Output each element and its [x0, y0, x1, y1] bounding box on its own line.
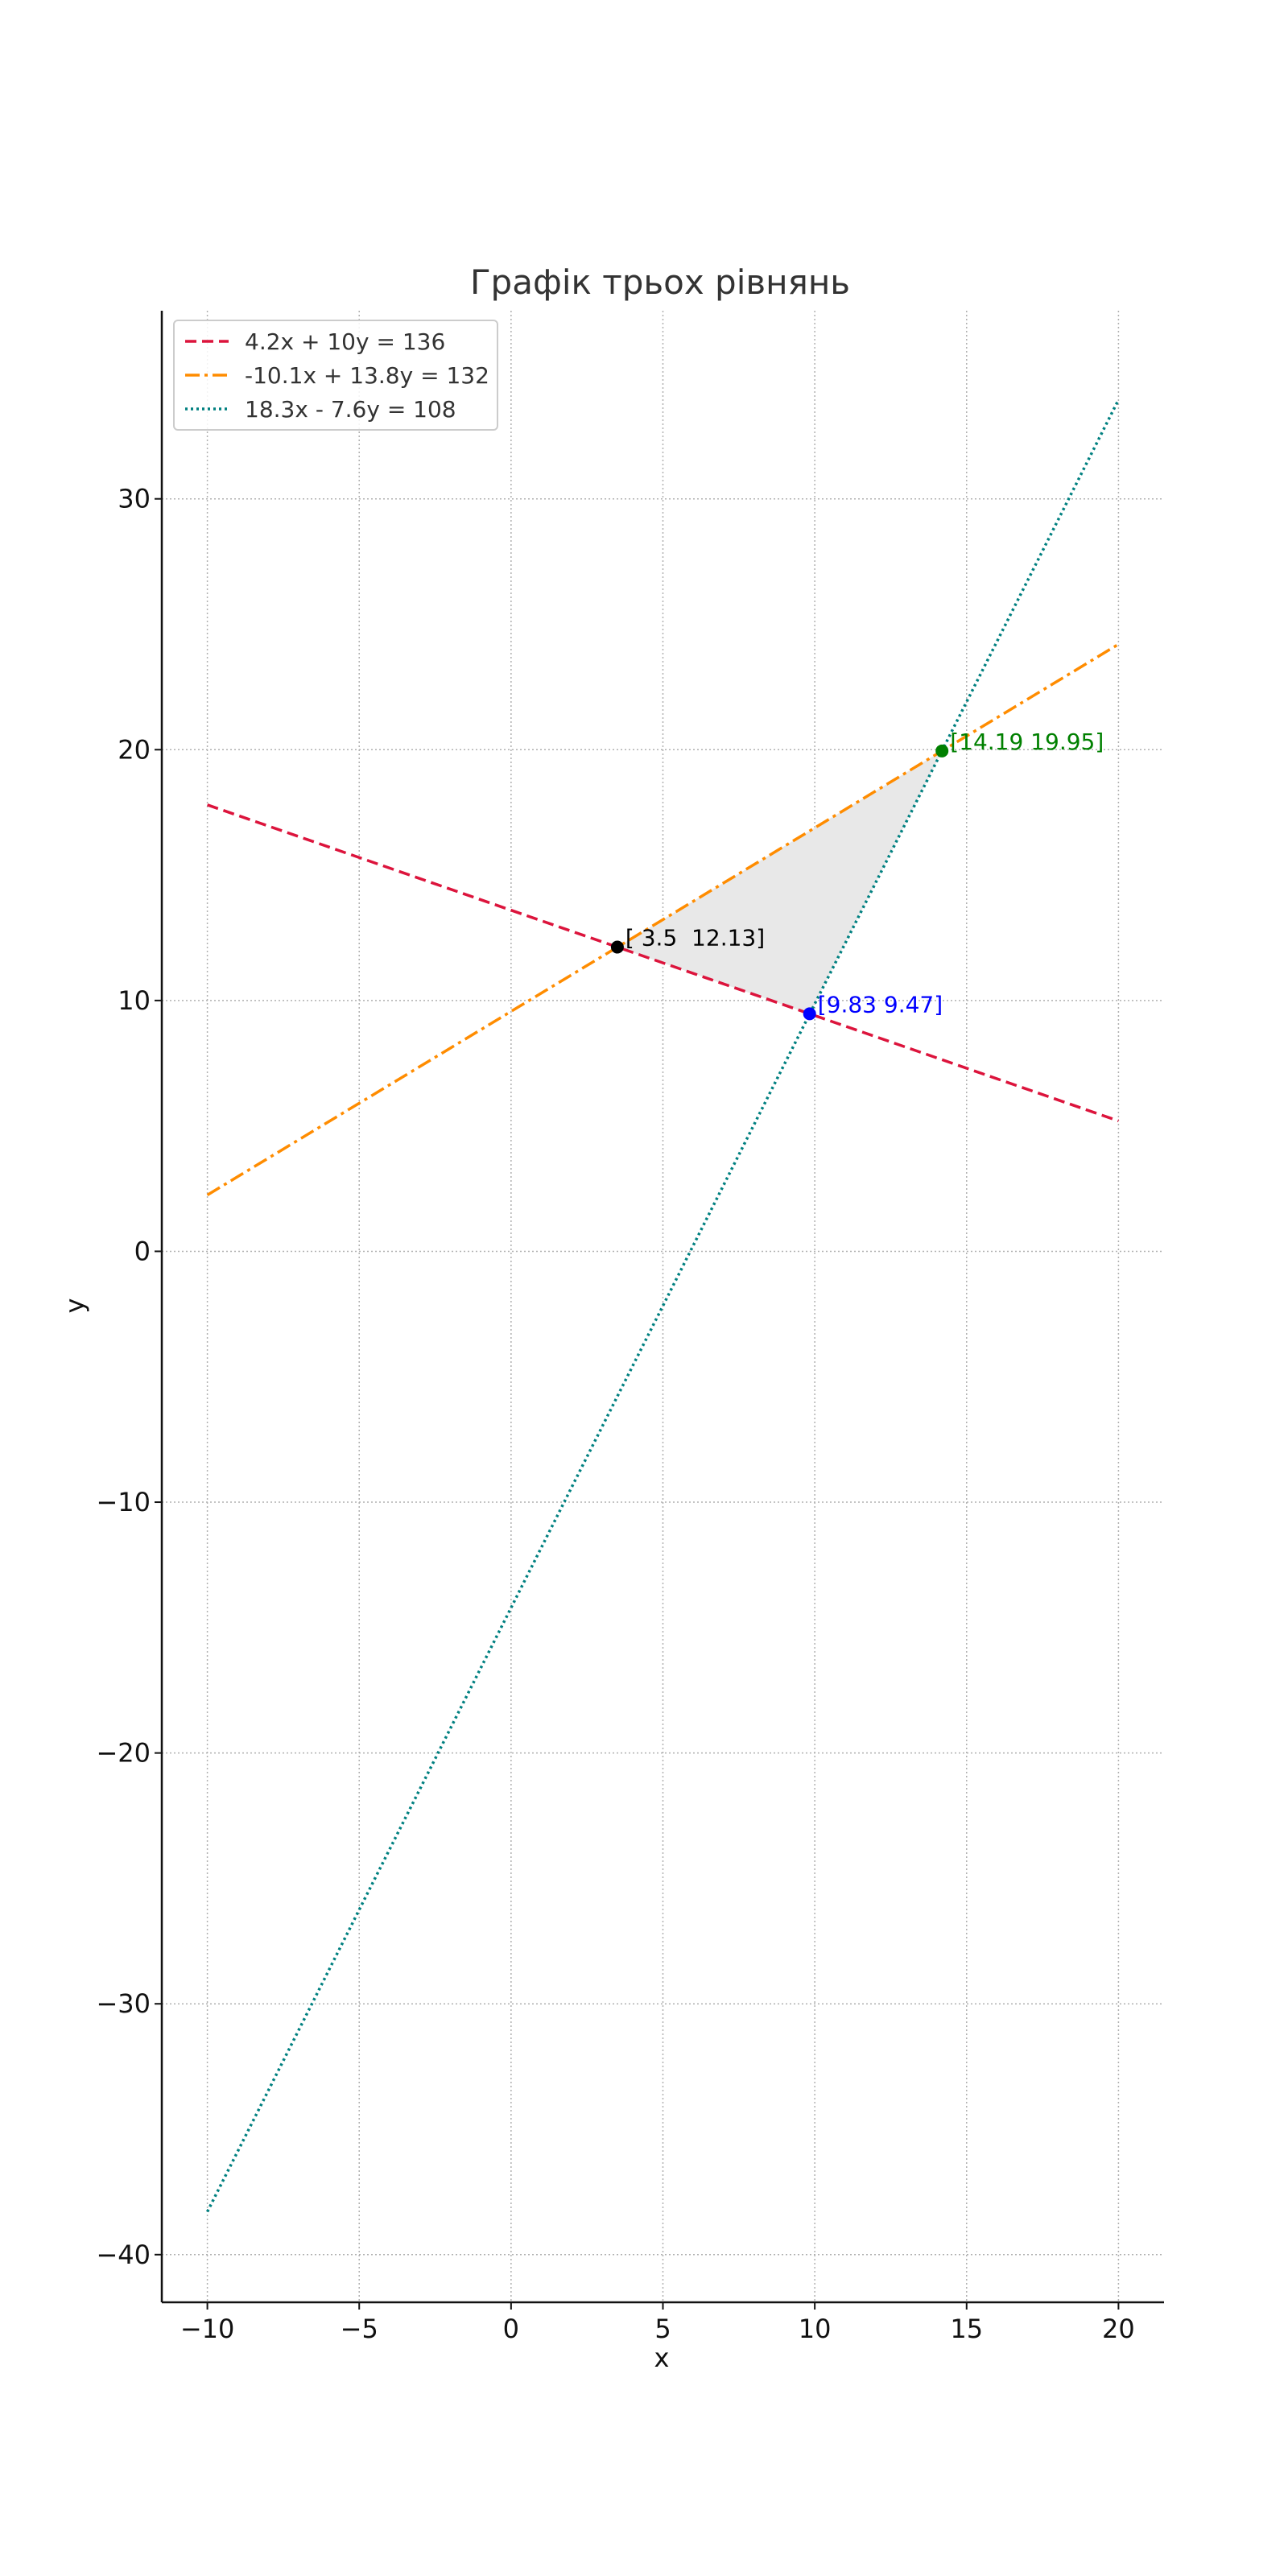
legend-box [173, 320, 498, 431]
series-line-2 [206, 642, 1120, 1196]
x-tick-label: 0 [503, 2314, 519, 2344]
y-tick-label: 20 [118, 734, 151, 765]
shaded-triangle [617, 750, 943, 1014]
intersection-point-3 [935, 744, 949, 758]
y-axis-label: y [60, 1298, 90, 1314]
grid [162, 311, 1164, 2302]
series-line-1 [207, 803, 1119, 1123]
intersection-label-2: [9.83 9.47] [818, 991, 943, 1018]
x-tick-label: 20 [1102, 2314, 1135, 2344]
y-tick-label: −10 [96, 1487, 151, 1517]
intersection-label-1: [ 3.5 12.13] [625, 924, 765, 951]
legend-label-1: 4.2x + 10y = 136 [245, 328, 445, 355]
y-tick-label: 10 [118, 985, 151, 1016]
y-tick-label: −20 [96, 1738, 151, 1769]
tick-labels: −10 −5 0 5 10 15 20 −40 −30 −20 −10 0 10 20 30 [96, 484, 1134, 2344]
x-tick-label: 10 [799, 2314, 832, 2344]
legend: 4.2x + 10y = 136 -10.1x + 13.8y = 132 18.3… [173, 320, 498, 431]
intersection-point-1 [610, 940, 624, 954]
y-tick-label: 0 [134, 1236, 151, 1266]
legend-label-3: 18.3x - 7.6y = 108 [245, 396, 456, 423]
series-layer [206, 398, 1120, 2213]
intersection-points-layer: [ 3.5 12.13] [9.83 9.47] [14.19 19.95] [610, 729, 1104, 1021]
legend-label-2: -10.1x + 13.8y = 132 [245, 362, 489, 389]
x-tick-label: 5 [654, 2314, 671, 2344]
intersection-label-3: [14.19 19.95] [950, 729, 1104, 755]
y-tick-label: −40 [96, 2240, 151, 2270]
x-tick-label: −5 [341, 2314, 378, 2344]
x-tick-label: −10 [180, 2314, 235, 2344]
y-tick-label: 30 [118, 484, 151, 514]
intersection-point-2 [803, 1007, 816, 1021]
shaded-region-layer [617, 750, 943, 1014]
y-tick-label: −30 [96, 1988, 151, 2019]
x-tick-label: 15 [950, 2314, 983, 2344]
x-axis-label: x [654, 2343, 670, 2373]
chart-title: Графік трьох рівнянь [470, 262, 850, 302]
